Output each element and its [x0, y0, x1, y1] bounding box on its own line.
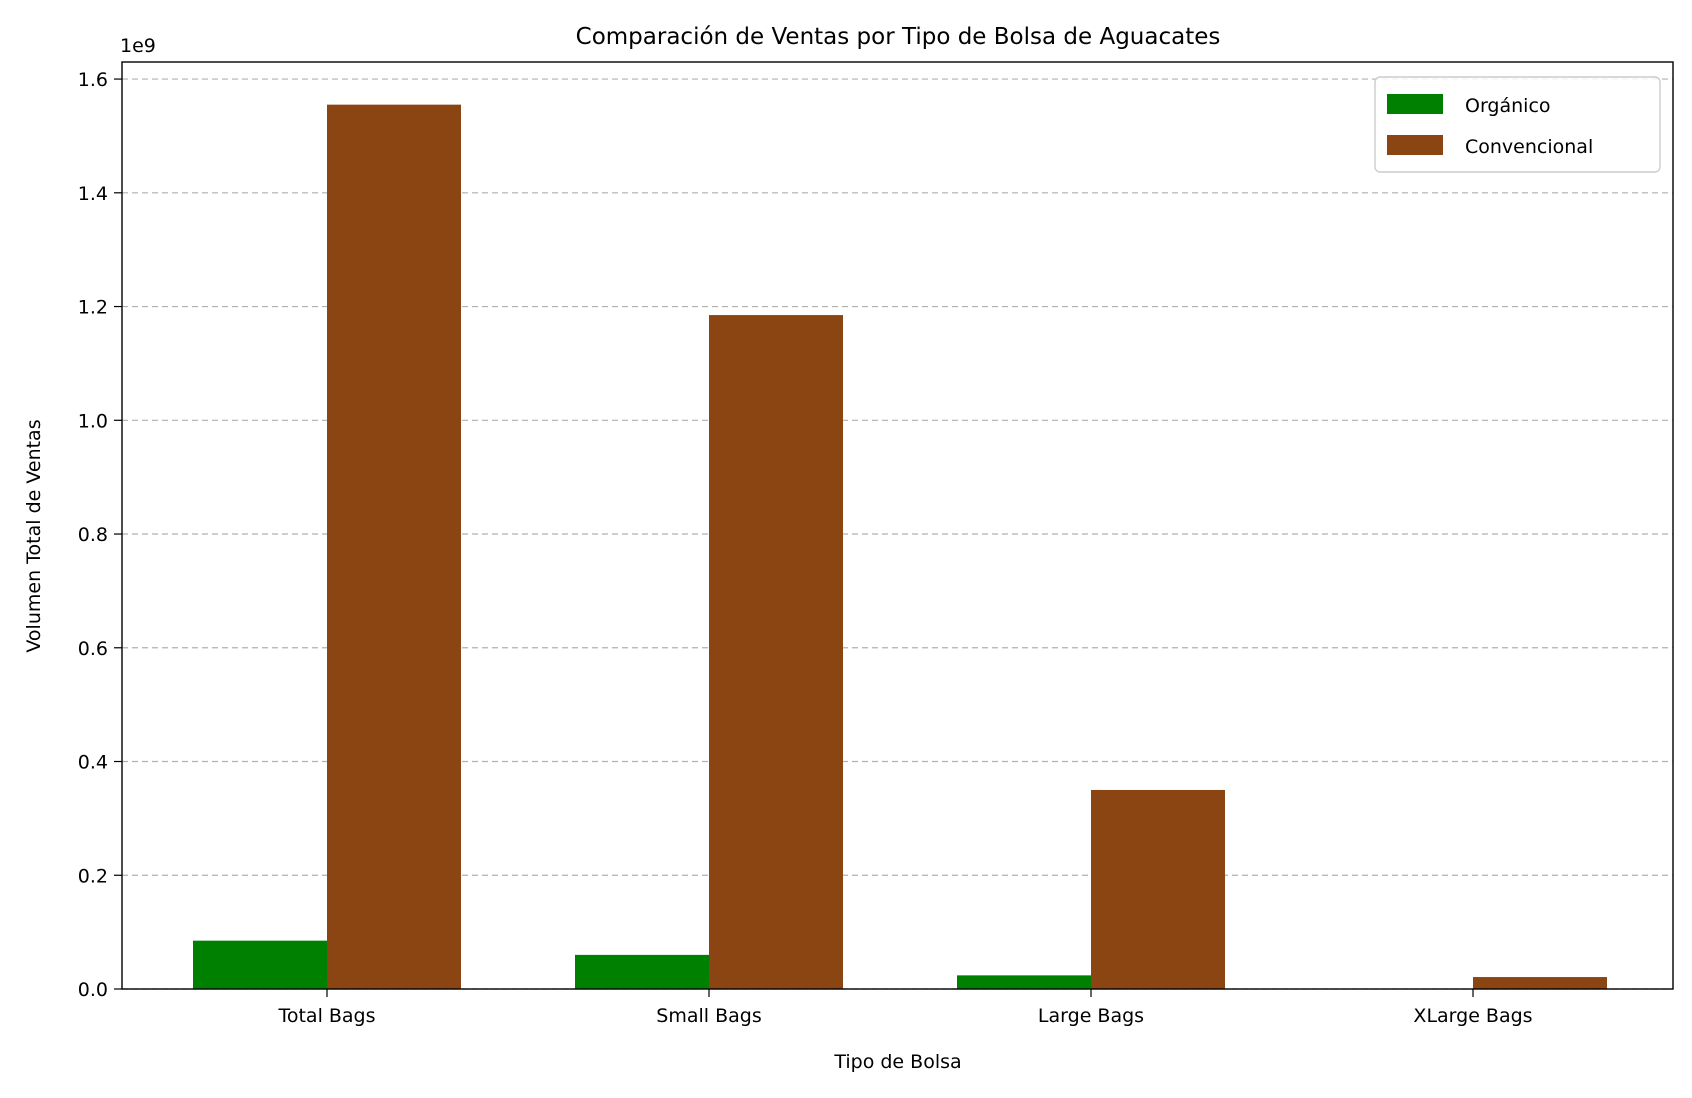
legend: Orgánico Convencional: [1375, 77, 1660, 172]
y-tick-label: 0.4: [78, 752, 108, 774]
bar-organico-small-bags: [575, 955, 709, 989]
y-offset-label: 1e9: [120, 35, 156, 57]
x-tick-label: Total Bags: [277, 1005, 375, 1027]
y-tick-label: 1.0: [78, 410, 108, 432]
x-axis-label: Tipo de Bolsa: [833, 1051, 961, 1073]
y-tick-label: 0.8: [78, 524, 108, 546]
legend-label: Orgánico: [1465, 95, 1551, 117]
chart-title: Comparación de Ventas por Tipo de Bolsa …: [576, 24, 1221, 50]
y-axis-label: Volumen Total de Ventas: [23, 419, 45, 652]
bar-organico-large-bags: [957, 975, 1091, 989]
y-tick-label: 0.6: [78, 638, 108, 660]
y-tick-label: 1.4: [78, 183, 108, 205]
bar-organico-total-bags: [193, 941, 327, 989]
legend-swatch: [1387, 135, 1443, 155]
bar-convencional-xlarge-bags: [1473, 977, 1607, 989]
y-tick-label: 0.2: [78, 865, 108, 887]
x-tick-label: XLarge Bags: [1413, 1005, 1532, 1027]
legend-swatch: [1387, 94, 1443, 114]
bar-convencional-large-bags: [1091, 790, 1225, 989]
y-tick-label: 1.6: [78, 69, 108, 91]
y-tick-label: 0.0: [78, 979, 108, 1001]
x-tick-label: Large Bags: [1038, 1005, 1144, 1027]
legend-label: Convencional: [1465, 136, 1593, 158]
y-tick-label: 1.2: [78, 297, 108, 319]
x-tick-label: Small Bags: [656, 1005, 761, 1027]
bar-convencional-small-bags: [709, 315, 843, 989]
bar-convencional-total-bags: [327, 105, 461, 989]
